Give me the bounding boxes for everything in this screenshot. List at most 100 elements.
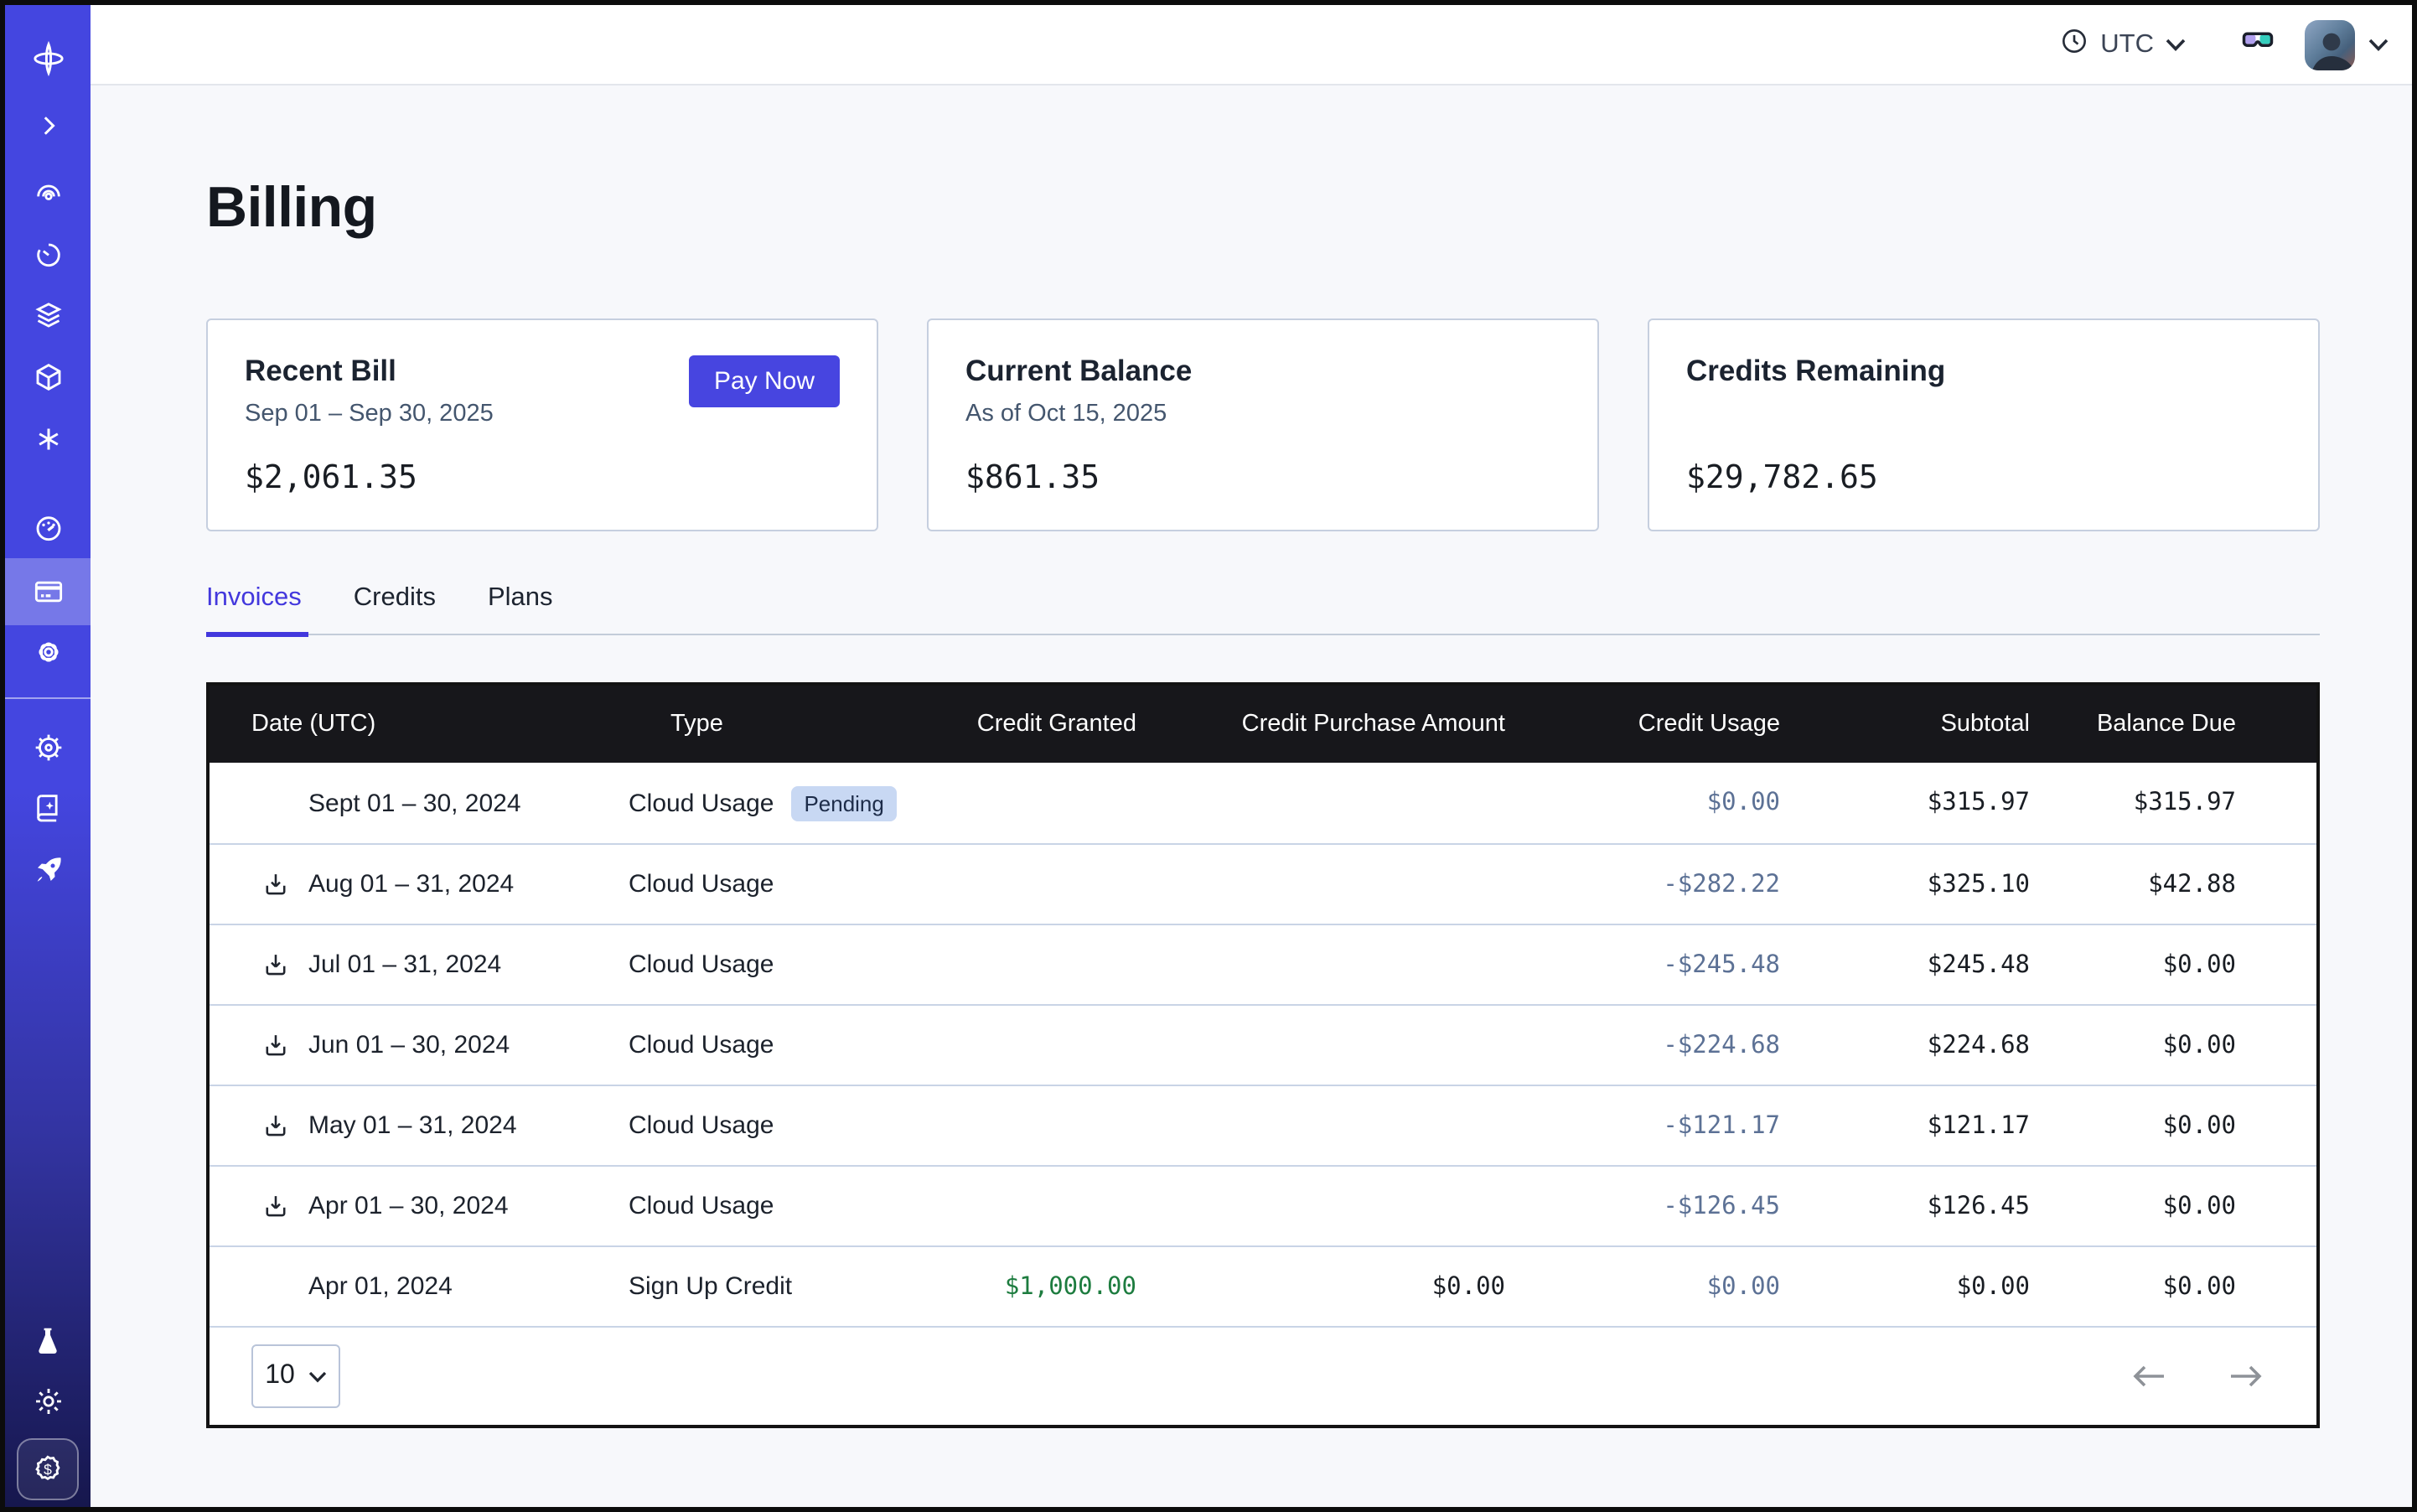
current-balance-card: Current Balance As of Oct 15, 2025 $861.… [927, 318, 1599, 531]
balance-due: $315.97 [2030, 790, 2316, 816]
next-page-icon[interactable] [2226, 1363, 2266, 1390]
flask-icon[interactable] [5, 1323, 91, 1356]
invoice-date: Aug 01 – 31, 2024 [308, 870, 514, 898]
table-header: Date (UTC) Type Credit Granted Credit Pu… [210, 686, 2316, 763]
download-invoice-icon[interactable] [261, 950, 290, 979]
table-row: Aug 01 – 31, 2024 Cloud Usage -$282.22 $… [210, 843, 2316, 924]
avatar[interactable] [2305, 19, 2355, 70]
balance-due: $0.00 [2030, 1112, 2316, 1139]
invoice-type: Cloud Usage [629, 1111, 774, 1140]
goggles-icon[interactable] [2239, 22, 2276, 67]
status-badge: Pending [790, 785, 897, 821]
billing-tabs: Invoices Credits Plans [206, 583, 2320, 635]
invoice-type: Cloud Usage [629, 870, 774, 898]
tab-credits[interactable]: Credits [354, 583, 436, 634]
col-credit-granted: Credit Granted [905, 711, 1136, 738]
cube-icon[interactable] [5, 360, 91, 394]
timer-icon[interactable] [5, 238, 91, 272]
download-invoice-icon[interactable] [261, 1111, 290, 1140]
credit-granted: $1,000.00 [905, 1273, 1136, 1300]
balance-due: $0.00 [2030, 1032, 2316, 1059]
topbar: UTC [91, 5, 2412, 85]
subtotal: $0.00 [1780, 1273, 2030, 1300]
current-balance-amount: $861.35 [965, 459, 1560, 496]
invoice-type: Cloud Usage [629, 1192, 774, 1220]
credit-usage: -$245.48 [1505, 951, 1780, 978]
gear-icon[interactable] [5, 635, 91, 669]
recent-bill-card: Recent Bill Sep 01 – Sep 30, 2025 $2,061… [206, 318, 878, 531]
sidebar-divider [5, 697, 91, 699]
asterisk-icon[interactable] [5, 422, 91, 456]
invoice-type: Cloud Usage [629, 1031, 774, 1059]
table-row: Apr 01 – 30, 2024 Cloud Usage -$126.45 $… [210, 1165, 2316, 1245]
credit-purchase-amount: $0.00 [1136, 1273, 1505, 1300]
col-balance-due: Balance Due [2030, 711, 2316, 738]
credit-usage: -$126.45 [1505, 1193, 1780, 1219]
main-content: Billing Recent Bill Sep 01 – Sep 30, 202… [91, 85, 2412, 1507]
download-invoice-icon[interactable] [261, 870, 290, 898]
invoice-date: Sept 01 – 30, 2024 [308, 789, 521, 817]
balance-due: $0.00 [2030, 1193, 2316, 1219]
subtotal: $315.97 [1780, 790, 2030, 816]
table-row: Jun 01 – 30, 2024 Cloud Usage -$224.68 $… [210, 1004, 2316, 1085]
tab-plans[interactable]: Plans [488, 583, 553, 634]
invoice-type: Sign Up Credit [629, 1272, 792, 1301]
credits-remaining-amount: $29,782.65 [1686, 459, 2281, 496]
col-credit-purchase-amount: Credit Purchase Amount [1136, 711, 1505, 738]
pay-now-button[interactable]: Pay Now [689, 355, 840, 407]
subtotal: $224.68 [1780, 1032, 2030, 1059]
summary-cards: Recent Bill Sep 01 – Sep 30, 2025 $2,061… [206, 318, 2320, 531]
helm-wheel-icon[interactable] [5, 731, 91, 764]
spiral-icon[interactable] [5, 178, 91, 211]
tab-invoices[interactable]: Invoices [206, 583, 302, 634]
credit-usage: $0.00 [1505, 790, 1780, 816]
prev-page-icon[interactable] [2129, 1363, 2169, 1390]
balance-due: $0.00 [2030, 1273, 2316, 1300]
table-row: May 01 – 31, 2024 Cloud Usage -$121.17 $… [210, 1085, 2316, 1165]
gauge-icon[interactable] [5, 511, 91, 545]
balance-due: $0.00 [2030, 951, 2316, 978]
credit-usage: -$282.22 [1505, 871, 1780, 898]
invoice-date: Jul 01 – 31, 2024 [308, 950, 501, 979]
invoice-date: Jun 01 – 30, 2024 [308, 1031, 510, 1059]
billing-page: $ UTC Billing Recent B [0, 0, 2417, 1512]
account-menu-chevron-icon[interactable] [2368, 29, 2389, 60]
table-footer: 10 [210, 1326, 2316, 1425]
credit-usage: -$224.68 [1505, 1032, 1780, 1059]
balance-due: $42.88 [2030, 871, 2316, 898]
invoice-date: Apr 01, 2024 [308, 1272, 453, 1301]
rocket-icon[interactable] [5, 853, 91, 887]
card-subtitle: As of Oct 15, 2025 [965, 401, 1560, 434]
dollar-badge-icon[interactable]: $ [17, 1438, 79, 1500]
col-date: Date (UTC) [210, 711, 629, 738]
billing-card-icon[interactable] [5, 575, 91, 608]
orbit-logo-icon[interactable] [5, 42, 91, 75]
table-body: Sept 01 – 30, 2024 Cloud Usage Pending $… [210, 763, 2316, 1326]
download-invoice-icon[interactable] [261, 1192, 290, 1220]
invoices-table: Date (UTC) Type Credit Granted Credit Pu… [206, 682, 2320, 1428]
chevron-down-icon [308, 1370, 327, 1382]
page-title: Billing [206, 176, 2320, 241]
subtotal: $245.48 [1780, 951, 2030, 978]
book-sparkle-icon[interactable] [5, 791, 91, 825]
sun-icon[interactable] [5, 1385, 91, 1418]
invoice-date: May 01 – 31, 2024 [308, 1111, 517, 1140]
credits-remaining-card: Credits Remaining $29,782.65 [1648, 318, 2320, 531]
credit-usage: $0.00 [1505, 1273, 1780, 1300]
chevron-right-icon[interactable] [5, 109, 91, 142]
clock-icon [2060, 26, 2088, 63]
chevron-down-icon [2166, 29, 2186, 60]
col-credit-usage: Credit Usage [1505, 711, 1780, 738]
table-row: Jul 01 – 31, 2024 Cloud Usage -$245.48 $… [210, 924, 2316, 1004]
download-invoice-icon[interactable] [261, 1031, 290, 1059]
invoice-type: Cloud Usage [629, 789, 774, 817]
invoice-date: Apr 01 – 30, 2024 [308, 1192, 509, 1220]
credit-usage: -$121.17 [1505, 1112, 1780, 1139]
layers-icon[interactable] [5, 298, 91, 332]
col-type: Type [629, 711, 905, 738]
svg-text:$: $ [44, 1461, 52, 1478]
subtotal: $325.10 [1780, 871, 2030, 898]
invoice-type: Cloud Usage [629, 950, 774, 979]
page-size-select[interactable]: 10 [251, 1344, 340, 1408]
timezone-selector[interactable]: UTC [2060, 26, 2186, 63]
